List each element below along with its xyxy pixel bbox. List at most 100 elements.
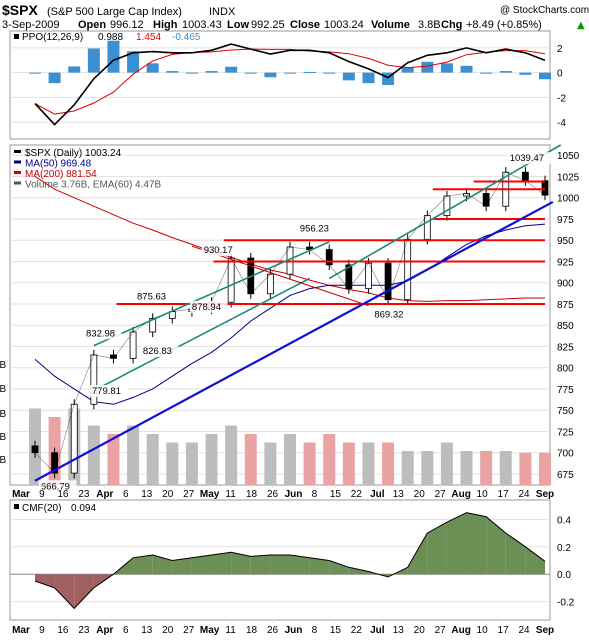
price-tick-label: 950: [557, 236, 574, 247]
ppo-hist-bar: [480, 72, 493, 74]
cmf-segment: [250, 555, 271, 575]
cmf-segment: [35, 574, 55, 588]
cmf-tick-label: -0.2: [557, 598, 575, 609]
volume-tick-label: 4B: [0, 432, 7, 443]
price-annotation: 956.23: [300, 224, 329, 235]
volume-bar: [401, 451, 414, 485]
price-tick-label: 1025: [557, 172, 580, 183]
ppo-hist-bar: [205, 71, 218, 73]
ppo-hist-bar: [244, 72, 257, 74]
x-tick-label: Mar: [12, 489, 30, 500]
volume-tick-label: 6B: [0, 409, 7, 420]
x-tick-label: 20: [414, 625, 426, 636]
x-tick-label: 22: [351, 625, 363, 636]
ppo-hist-bar: [68, 66, 81, 73]
ppo-tick-label: 0: [557, 69, 563, 80]
close-value: 1003.24: [324, 19, 364, 31]
cmf-segment: [74, 574, 94, 609]
x-tick-label: 10: [477, 625, 489, 636]
x-tick-label: Aug: [451, 489, 470, 500]
ppo-line: [34, 43, 546, 126]
ppo-hist-bar: [499, 71, 512, 73]
legend-entry: $SPX (Daily) 1003.24: [25, 148, 122, 159]
ppo-hist-bar: [48, 72, 61, 84]
low-value: 992.25: [251, 19, 285, 31]
ppo-hist-bar: [303, 72, 316, 73]
x-tick-label: Jun: [285, 489, 303, 500]
cmf-segment: [172, 557, 192, 575]
annotation-bg: [372, 308, 410, 321]
volume-bar: [225, 425, 238, 485]
x-tick-label: 27: [435, 489, 447, 500]
volume-bar: [87, 425, 100, 485]
cmf-tick-label: 0.2: [557, 543, 571, 554]
legend-swatch: [14, 160, 21, 164]
x-tick-label: Apr: [96, 489, 113, 500]
volume-label: Volume: [371, 19, 410, 31]
ppo-hist-bar: [460, 65, 473, 73]
volume-tick-label: 0B: [0, 360, 7, 371]
x-tick-label: Sep: [536, 489, 554, 500]
price-annotation: 875.63: [137, 292, 166, 303]
x-axis-bottom: Mar 9 16 23 Apr 6 13 20 27 May 11 18 26 Jun 8 15 22 Jul 13…: [12, 620, 554, 636]
x-tick-label: 16: [57, 625, 69, 636]
cmf-panel: CMF(20) 0.094 0.4 0.2 0.0 -0.2: [9, 499, 575, 621]
x-tick-label: 17: [498, 489, 510, 500]
annotation-bg: [84, 327, 122, 340]
candle-body: [70, 403, 78, 474]
up-arrow-icon: ▲: [577, 20, 585, 31]
channel-upper-line: [93, 241, 330, 347]
price-annotation: 878.94: [192, 302, 221, 313]
volume-bar: [146, 434, 159, 485]
x-tick-label: 15: [330, 489, 342, 500]
ppo-y-axis: 2 0 -2 -4: [557, 44, 566, 129]
open-label: Open: [78, 19, 106, 31]
volume-bar: [205, 434, 218, 485]
volume-bar: [382, 442, 395, 485]
price-tick-label: 1050: [557, 151, 580, 162]
volume-bar: [284, 434, 296, 485]
channel-lower-line: [93, 277, 310, 392]
x-tick-label: 20: [162, 625, 174, 636]
legend-swatch: [14, 171, 21, 174]
chg-value: +8.49 (+0.85%): [466, 19, 542, 31]
open-value: 996.12: [110, 19, 144, 31]
price-tick-label: 925: [557, 257, 574, 268]
cmf-legend: CMF(20) 0.094: [14, 503, 96, 514]
ppo-hist-bar: [107, 40, 120, 73]
x-tick-label: Mar: [12, 625, 30, 636]
x-tick-label: Jun: [285, 625, 303, 636]
candle-body: [325, 249, 333, 266]
price-frame: [9, 144, 551, 486]
cmf-segment: [446, 512, 467, 575]
ma50-line: [34, 223, 546, 405]
downtrend-line: [191, 245, 369, 307]
x-tick-label: 6: [123, 625, 129, 636]
price-annotations: 1039.47 956.23 930.17 875.63 832.98 878.94 826…: [38, 152, 551, 493]
ppo-tick-label: -4: [557, 118, 566, 129]
candle-body: [404, 238, 412, 301]
volume-bar: [440, 442, 453, 485]
cmf-segment: [348, 567, 369, 575]
x-tick-label: 16: [57, 489, 69, 500]
annotation-bg: [140, 345, 179, 358]
candle-body: [521, 171, 529, 182]
x-tick-label: 23: [78, 625, 90, 636]
ppo-hist-bar: [440, 63, 453, 73]
annotation-bg: [135, 290, 173, 303]
cmf-segment: [427, 522, 447, 575]
cmf-line: [34, 512, 546, 610]
price-tick-label: 850: [557, 321, 574, 332]
x-tick-label: 6: [123, 489, 129, 500]
date: 3-Sep-2009: [2, 19, 60, 31]
price-tick-label: 800: [557, 364, 574, 375]
volume-bar: [342, 442, 355, 485]
cmf-swatch: [14, 504, 19, 509]
price-tick-label: 1000: [557, 194, 580, 205]
x-tick-label: 26: [267, 489, 279, 500]
x-tick-label: 20: [414, 489, 426, 500]
channel2-upper-line: [328, 144, 562, 280]
x-tick-label: 26: [267, 625, 279, 636]
cmf-tick-label: 0.0: [557, 570, 571, 581]
